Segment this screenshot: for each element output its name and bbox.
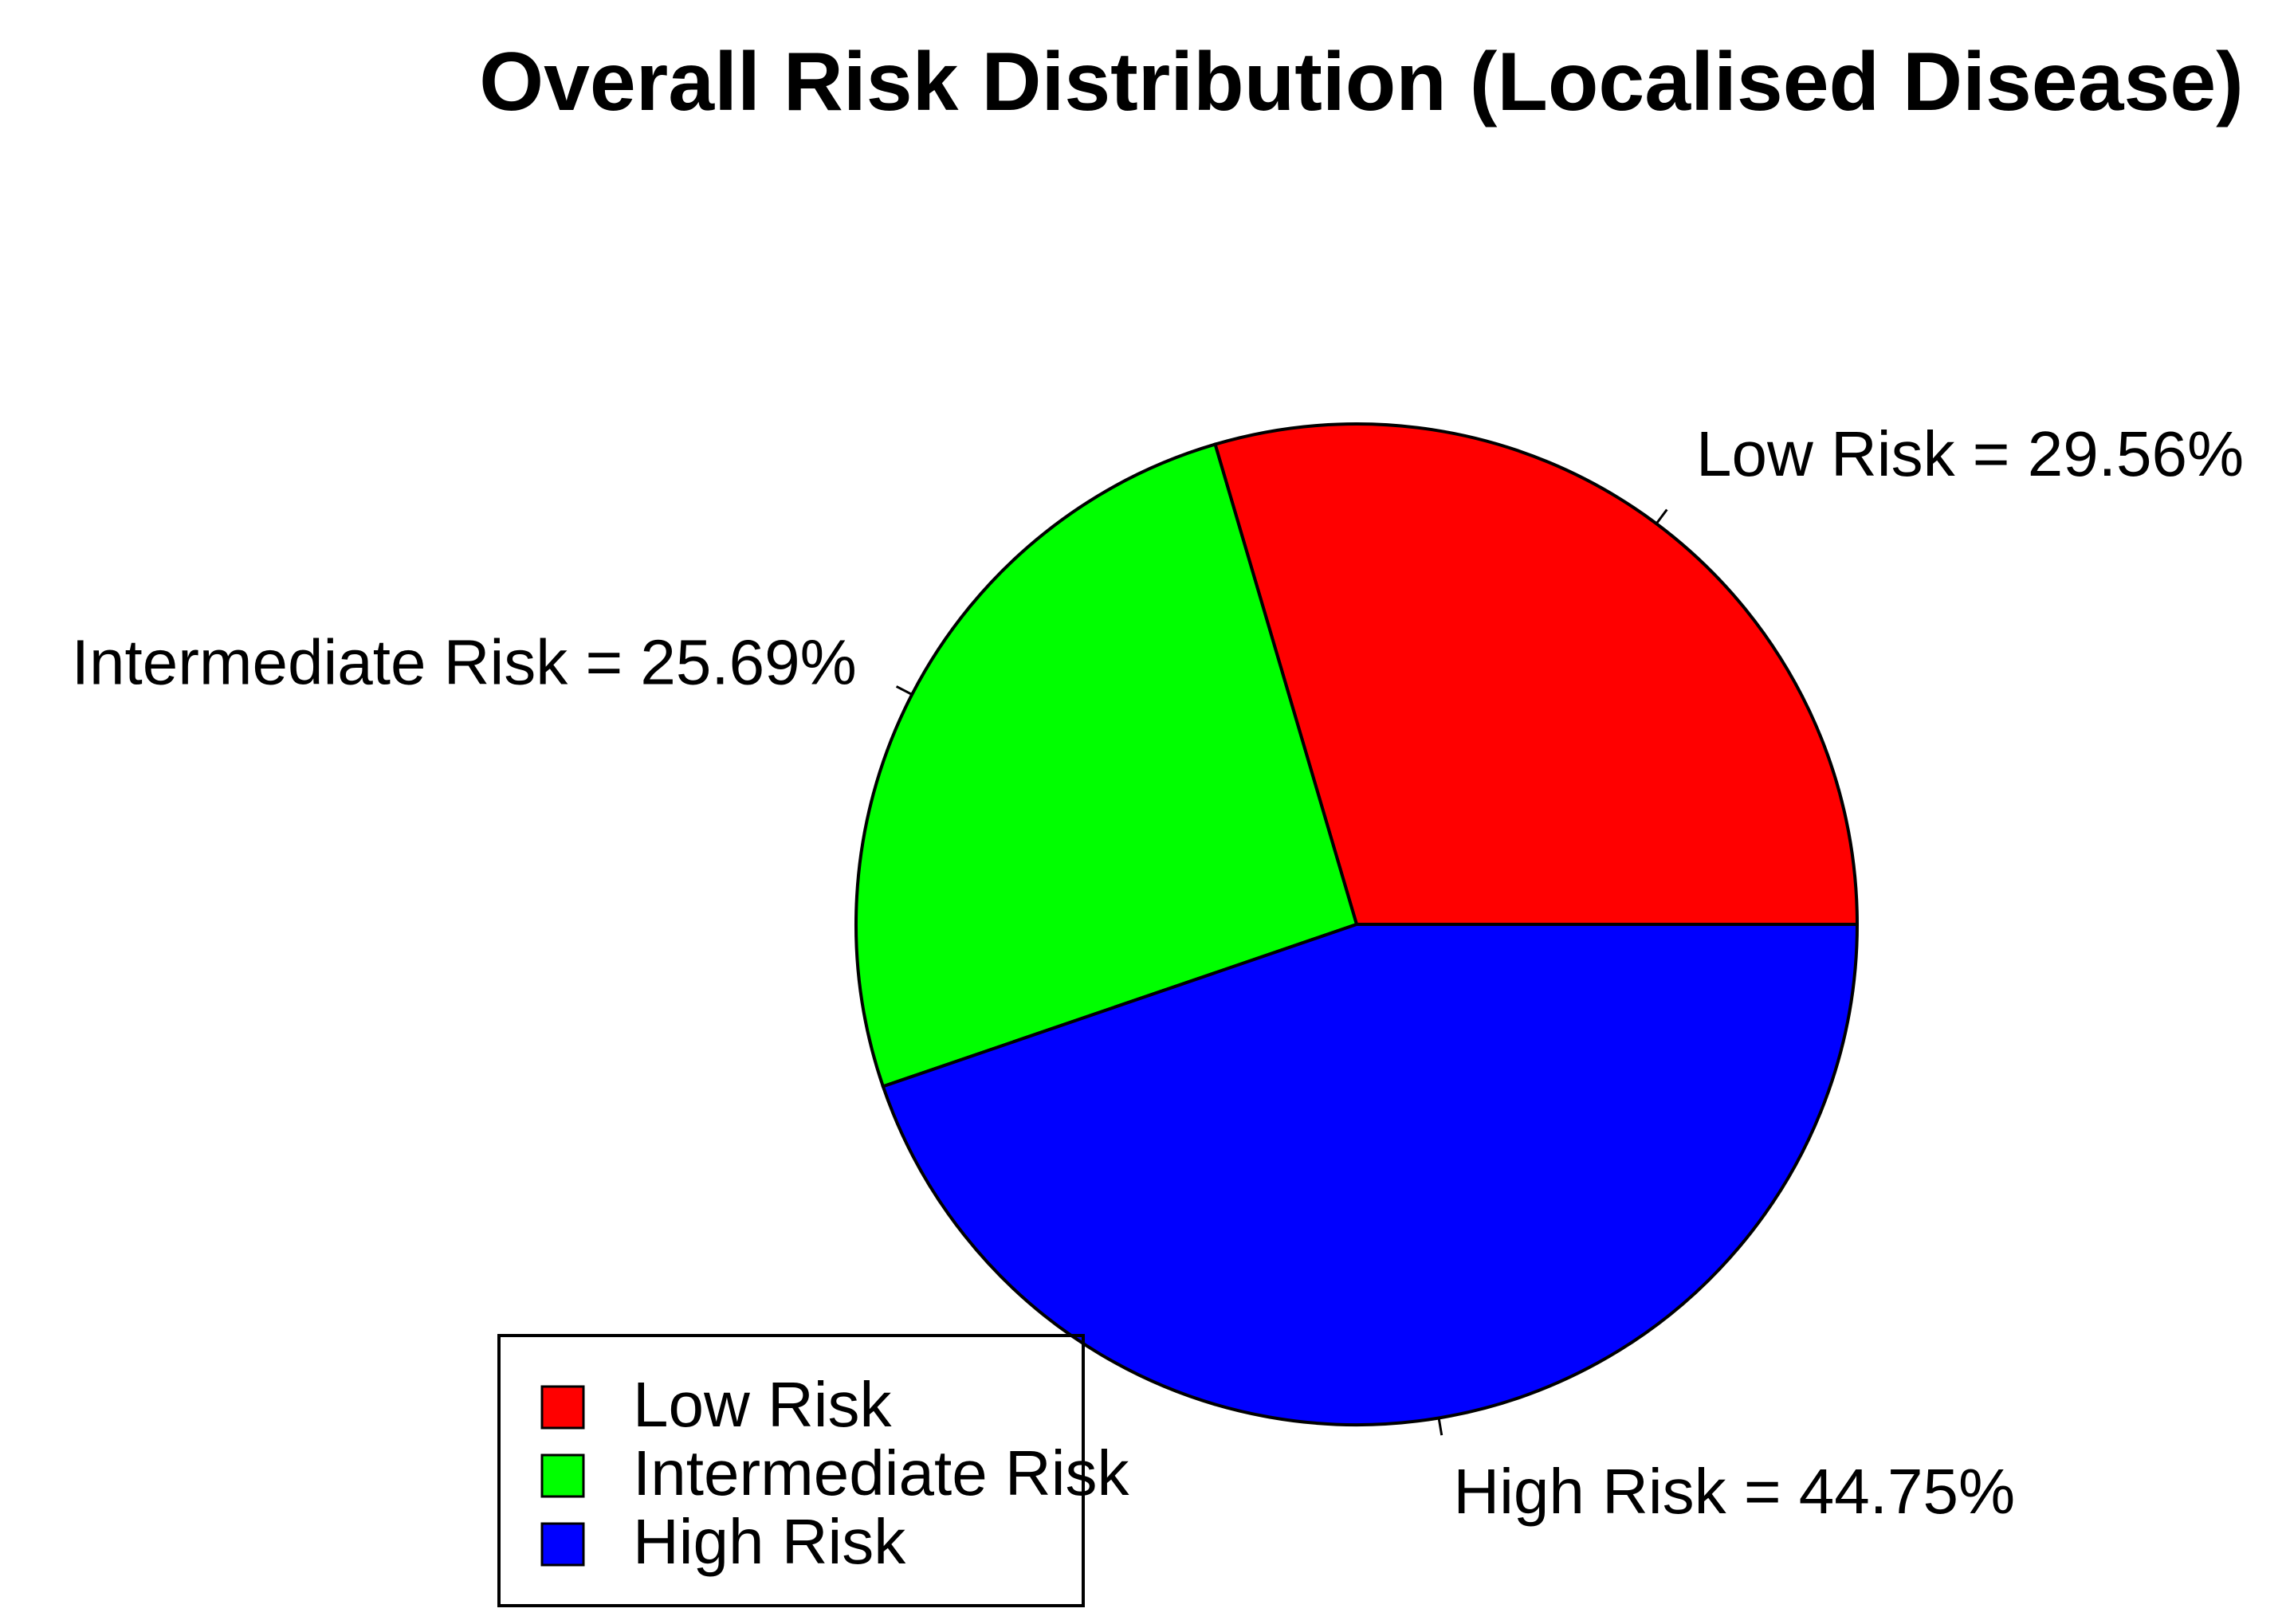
legend-box (497, 1334, 1085, 1607)
label-tick (1655, 508, 1668, 524)
legend-label-high-risk: High Risk (633, 1506, 906, 1577)
legend-swatch-intermediate-risk (540, 1453, 585, 1498)
legend-label-intermediate-risk: Intermediate Risk (633, 1438, 1129, 1508)
pie-slices (854, 422, 1860, 1426)
label-tick (895, 685, 913, 696)
slice-labels: Low Risk = 29.56% Intermediate Risk = 25.… (72, 418, 2244, 1527)
pie-slice-high-risk (881, 923, 1860, 1426)
legend-swatch-high-risk (540, 1522, 585, 1567)
slice-label-intermediate-risk: Intermediate Risk = 25.69% (72, 627, 857, 698)
chart-title: Overall Risk Distribution (Localised Dis… (479, 36, 2244, 128)
legend-swatch-low-risk (540, 1385, 585, 1430)
pie-slice-intermediate-risk (854, 442, 1359, 1089)
legend-label-low-risk: Low Risk (633, 1369, 893, 1440)
slice-label-low-risk: Low Risk = 29.56% (1696, 418, 2244, 489)
slice-label-high-risk: High Risk = 44.75% (1453, 1456, 2015, 1527)
label-tick (1437, 1418, 1443, 1436)
